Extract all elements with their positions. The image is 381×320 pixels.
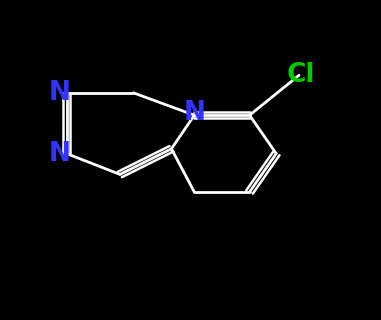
- Text: N: N: [183, 100, 205, 126]
- Text: N: N: [49, 80, 71, 106]
- Text: Cl: Cl: [287, 62, 315, 88]
- Text: N: N: [49, 140, 71, 167]
